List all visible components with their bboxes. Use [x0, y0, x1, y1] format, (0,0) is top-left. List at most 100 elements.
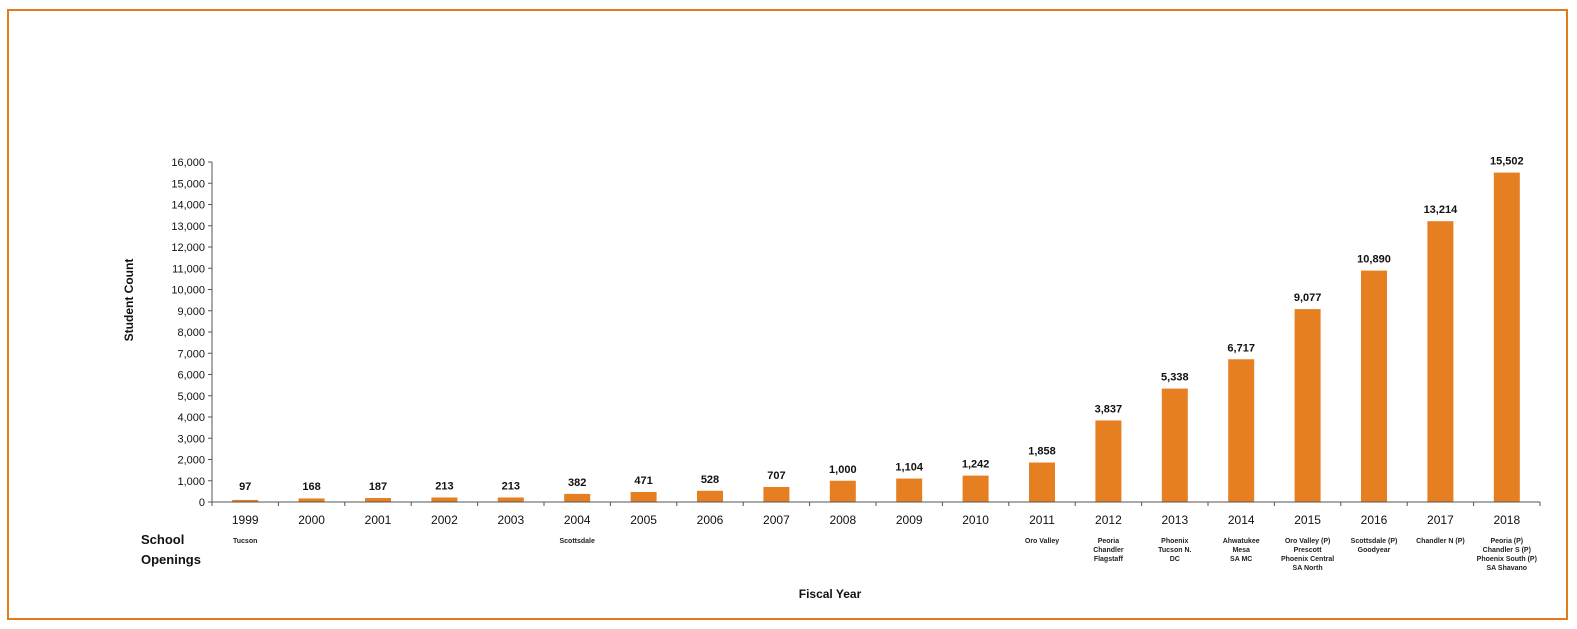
school-opening-label: Mesa: [1232, 547, 1250, 554]
data-label: 3,837: [1095, 403, 1123, 415]
x-tick-label: 2002: [431, 513, 458, 527]
data-label: 5,338: [1161, 372, 1189, 384]
x-tick-label: 1999: [232, 513, 259, 527]
data-label: 707: [767, 470, 785, 482]
data-label: 1,858: [1028, 446, 1056, 458]
school-opening-label: Phoenix: [1161, 538, 1188, 545]
school-opening-label: SA North: [1293, 565, 1323, 572]
x-tick-label: 2003: [497, 513, 524, 527]
x-tick-label: 2016: [1361, 513, 1388, 527]
school-opening-label: Tucson: [233, 538, 257, 545]
y-tick-label: 10,000: [171, 285, 205, 297]
school-opening-label: Goodyear: [1358, 547, 1391, 554]
school-opening-label: SA MC: [1230, 556, 1252, 563]
bar: [564, 493, 591, 502]
y-tick-label: 1,000: [177, 476, 205, 488]
x-tick-label: 2012: [1095, 513, 1122, 527]
bar: [497, 497, 524, 502]
data-label: 213: [502, 480, 520, 492]
school-opening-label: Oro Valley: [1025, 538, 1059, 545]
school-opening-label: Phoenix South (P): [1477, 556, 1537, 563]
y-tick-label: 15,000: [171, 178, 205, 190]
school-opening-label: Scottsdale: [559, 538, 595, 545]
y-tick-label: 16,000: [171, 157, 205, 169]
school-opening-label: Chandler S (P): [1483, 547, 1531, 554]
bar: [896, 478, 923, 502]
bar: [763, 486, 790, 502]
x-tick-label: 2001: [365, 513, 392, 527]
school-openings: Tucson Scottsdale Oro Valley Peoria Chandler…: [233, 538, 1537, 572]
x-tick-label: 2008: [829, 513, 856, 527]
school-opening-label: DC: [1170, 556, 1180, 563]
y-tick-label: 0: [199, 497, 205, 509]
x-tick-label: 2004: [564, 513, 591, 527]
school-opening-label: SA Shavano: [1487, 565, 1528, 572]
y-axis-title: Student Count: [122, 259, 136, 342]
y-tick-label: 3,000: [177, 433, 205, 445]
bar: [1294, 309, 1321, 502]
bar: [431, 497, 458, 502]
x-tick-label: 2011: [1029, 513, 1055, 527]
x-tick-label: 2018: [1493, 513, 1520, 527]
school-opening-label: Scottsdale (P): [1351, 538, 1398, 545]
y-tick-label: 4,000: [177, 412, 205, 424]
data-label: 15,502: [1490, 156, 1524, 168]
school-opening-label: Tucson N.: [1158, 547, 1191, 554]
x-tick-label: 2010: [962, 513, 989, 527]
y-tick-label: 6,000: [177, 370, 205, 382]
data-label: 1,104: [895, 462, 923, 474]
x-axis: 1999 2000 2001 2002 2003 2004 2005 2006 2007 2008…: [211, 501, 1541, 527]
bar: [1361, 270, 1387, 502]
y-tick-label: 14,000: [171, 200, 205, 212]
data-label: 97: [239, 481, 251, 493]
x-tick-label: 2007: [763, 513, 790, 527]
bar: [1095, 420, 1122, 502]
school-opening-label: Chandler: [1093, 547, 1124, 554]
data-label: 9,077: [1294, 292, 1322, 304]
y-tick-label: 2,000: [177, 455, 205, 467]
x-tick-label: 2006: [697, 513, 724, 527]
data-label: 13,214: [1424, 204, 1459, 216]
bar: [1228, 359, 1255, 502]
y-tick-label: 8,000: [177, 327, 205, 339]
y-tick-label: 9,000: [177, 306, 205, 318]
data-label: 528: [701, 474, 719, 486]
x-tick-label: 2005: [630, 513, 657, 527]
x-tick-label: 2015: [1294, 513, 1321, 527]
bar: [829, 480, 856, 502]
data-label: 6,717: [1227, 342, 1255, 354]
data-label: 1,000: [829, 464, 857, 476]
school-opening-label: Oro Valley (P): [1285, 538, 1331, 545]
bar: [1161, 388, 1188, 502]
bar: [1493, 172, 1520, 502]
x-tick-label: 2000: [298, 513, 325, 527]
bar: [962, 475, 989, 502]
y-tick-label: 13,000: [171, 221, 205, 233]
data-label: 213: [435, 480, 453, 492]
data-label: 187: [369, 481, 387, 493]
bar: [1029, 462, 1055, 502]
y-tick-label: 12,000: [171, 242, 205, 254]
bar: [630, 491, 657, 502]
x-tick-label: 2013: [1161, 513, 1188, 527]
school-openings-header-line2: Openings: [141, 552, 201, 567]
school-openings-header-line1: School: [141, 532, 184, 547]
x-tick-label: 2009: [896, 513, 923, 527]
bars: 97 168 187 213 213 382 471 528 707 1,000 1,104 1,24…: [232, 156, 1524, 502]
school-opening-label: Ahwatukee: [1223, 538, 1260, 545]
y-tick-label: 5,000: [177, 391, 205, 403]
data-label: 471: [634, 475, 652, 487]
bar: [232, 499, 259, 502]
school-opening-label: Chandler N (P): [1416, 538, 1465, 545]
data-label: 10,890: [1357, 254, 1391, 266]
school-opening-label: Peoria: [1098, 538, 1120, 545]
bar: [1427, 221, 1454, 502]
data-label: 168: [302, 481, 320, 493]
school-opening-label: Peoria (P): [1490, 538, 1523, 545]
y-axis: 0 1,000 2,000 3,000 4,000 5,000 6,000 7,000 8,00…: [171, 157, 213, 509]
school-opening-label: Phoenix Central: [1281, 556, 1334, 563]
x-axis-title: Fiscal Year: [799, 587, 862, 601]
school-opening-label: Flagstaff: [1094, 556, 1124, 563]
data-label: 382: [568, 477, 586, 489]
